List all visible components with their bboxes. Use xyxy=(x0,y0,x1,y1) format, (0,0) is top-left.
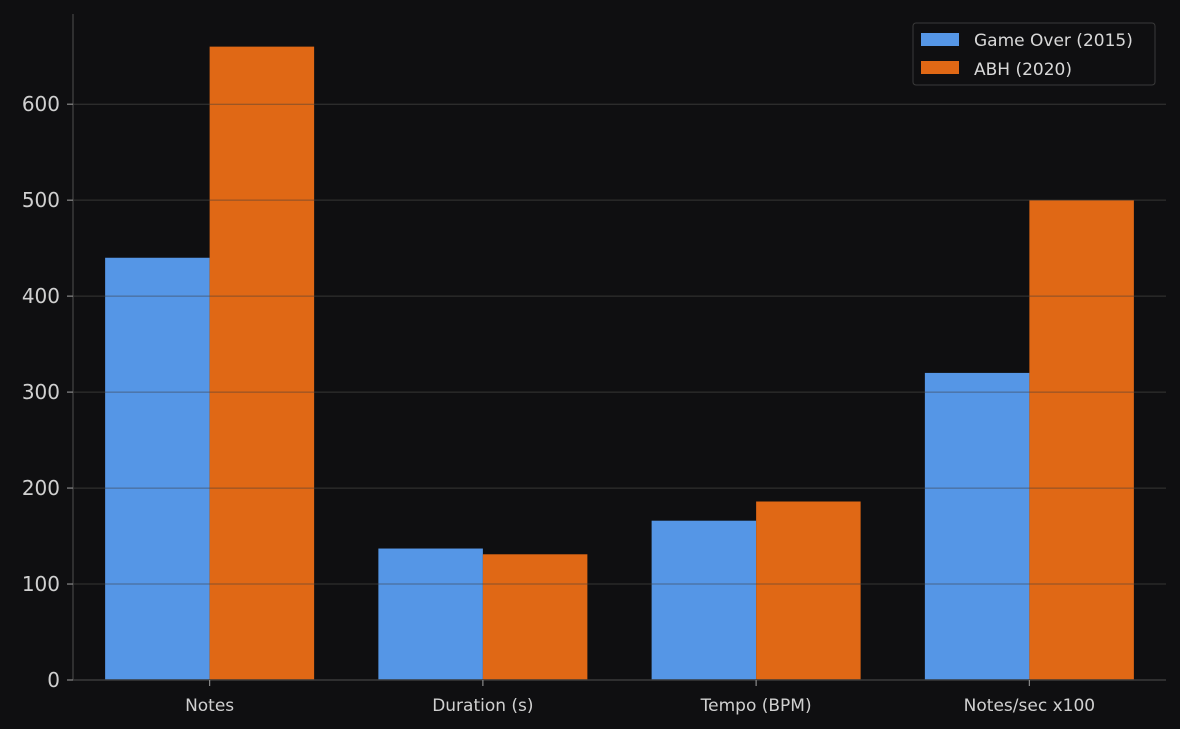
bar-abh-2 xyxy=(756,501,861,680)
legend-frame xyxy=(912,22,1156,86)
x-tick-label: Tempo (BPM) xyxy=(700,696,812,716)
bar-abh-1 xyxy=(482,554,588,680)
bar-abh-3 xyxy=(1029,200,1134,680)
bar-abh-0 xyxy=(209,46,315,681)
legend-swatch-abh xyxy=(921,61,959,74)
bar-game-over-0 xyxy=(105,257,210,680)
y-tick-label: 600 xyxy=(22,92,60,116)
x-axis-ticks: Notes Duration (s) Tempo (BPM) Notes/sec x1… xyxy=(185,680,1095,716)
legend-swatch-game-over xyxy=(921,33,959,46)
y-tick-label: 100 xyxy=(22,572,60,596)
legend-label-abh: ABH (2020) xyxy=(974,60,1072,80)
legend: Game Over (2015) ABH (2020) xyxy=(912,22,1156,86)
y-tick-label: 0 xyxy=(47,668,60,692)
x-tick-label: Notes/sec x100 xyxy=(964,696,1095,716)
axes xyxy=(72,14,1166,681)
bar-game-over-1 xyxy=(378,548,483,680)
y-axis-ticks: 0 100 200 300 400 500 600 xyxy=(22,92,73,692)
y-tick-label: 300 xyxy=(22,380,60,404)
y-tick-label: 400 xyxy=(22,284,60,308)
legend-label-game-over: Game Over (2015) xyxy=(974,31,1133,51)
y-tick-label: 200 xyxy=(22,476,60,500)
x-tick-label: Notes xyxy=(185,696,234,716)
x-tick-label: Duration (s) xyxy=(432,696,533,716)
bar-game-over-2 xyxy=(651,520,757,680)
bar-game-over-3 xyxy=(924,372,1030,680)
y-tick-label: 500 xyxy=(22,188,60,212)
bars xyxy=(73,46,1166,681)
